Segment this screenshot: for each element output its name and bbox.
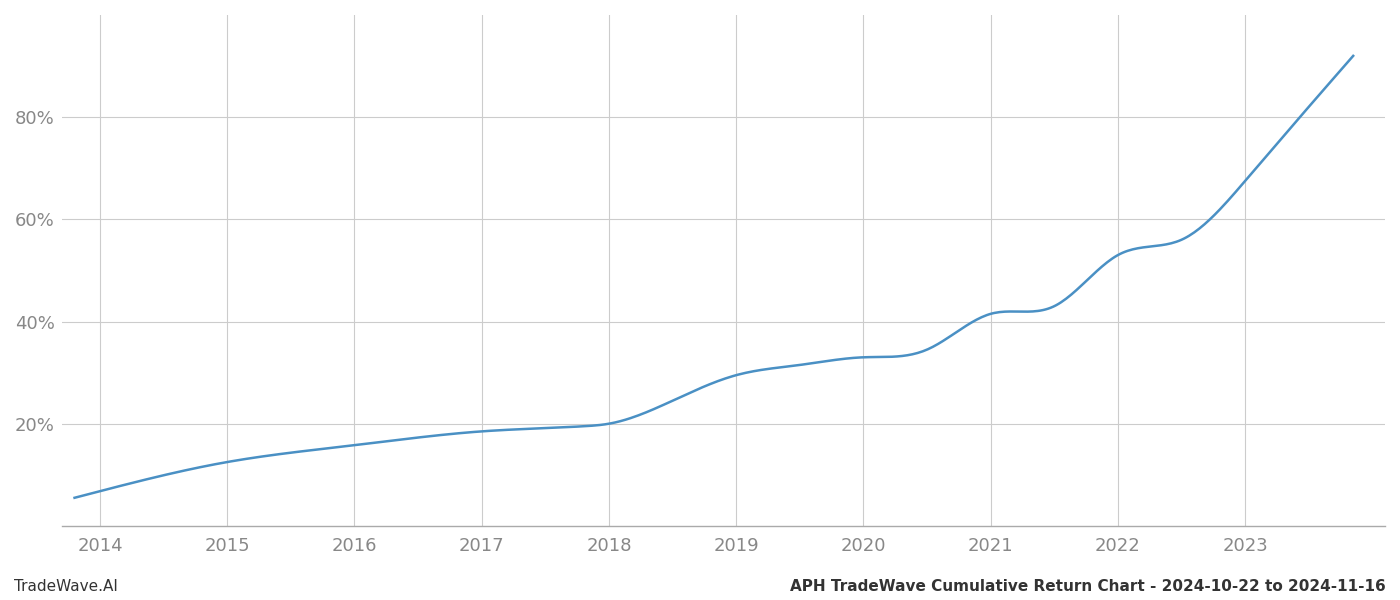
Text: TradeWave.AI: TradeWave.AI bbox=[14, 579, 118, 594]
Text: APH TradeWave Cumulative Return Chart - 2024-10-22 to 2024-11-16: APH TradeWave Cumulative Return Chart - … bbox=[790, 579, 1386, 594]
